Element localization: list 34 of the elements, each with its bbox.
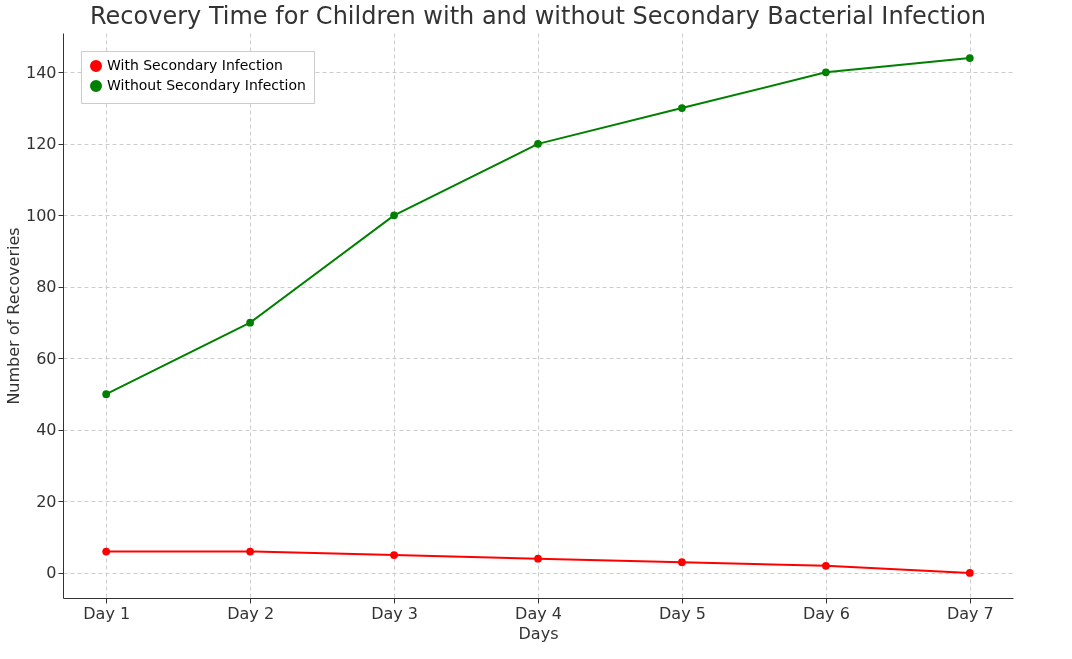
- x-tick-label: Day 6: [802, 603, 850, 623]
- x-tick-label: Day 2: [227, 603, 275, 623]
- x-axis-title: Days: [518, 623, 559, 643]
- point: [390, 211, 398, 220]
- chart-title: Recovery Time for Children with and without Secondary Bacterial Infection: [89, 2, 987, 30]
- y-tick-label: 40: [36, 420, 57, 440]
- x-tick-label: Day 5: [659, 603, 706, 623]
- point: [102, 390, 111, 399]
- x-tick-label: Day 7: [946, 603, 994, 623]
- point: [102, 547, 111, 556]
- point: [965, 569, 974, 577]
- y-axis-title: Number of Recoveries: [3, 227, 23, 405]
- point: [822, 561, 830, 570]
- point: [678, 558, 686, 567]
- point: [534, 139, 542, 148]
- point: [534, 554, 542, 563]
- legend-label: Without Secondary Infection: [107, 77, 306, 93]
- y-tick-label: 140: [25, 62, 57, 82]
- point: [678, 104, 686, 112]
- point: [965, 54, 974, 62]
- point: [246, 547, 254, 556]
- y-tick-label: 120: [25, 134, 57, 154]
- y-tick-label: 80: [36, 277, 57, 297]
- point: [390, 551, 398, 559]
- point: [246, 318, 254, 327]
- y-tick-label: 20: [36, 491, 57, 511]
- y-tick-label: 60: [36, 348, 57, 368]
- legend-label: With Secondary Infection: [107, 57, 283, 73]
- y-tick-label: 0: [46, 563, 57, 583]
- x-tick-label: Day 3: [371, 603, 418, 623]
- x-tick-label: Day 4: [515, 603, 562, 623]
- y-tick-label: 100: [25, 205, 57, 225]
- x-tick-label: Day 1: [83, 603, 131, 623]
- point: [822, 68, 830, 77]
